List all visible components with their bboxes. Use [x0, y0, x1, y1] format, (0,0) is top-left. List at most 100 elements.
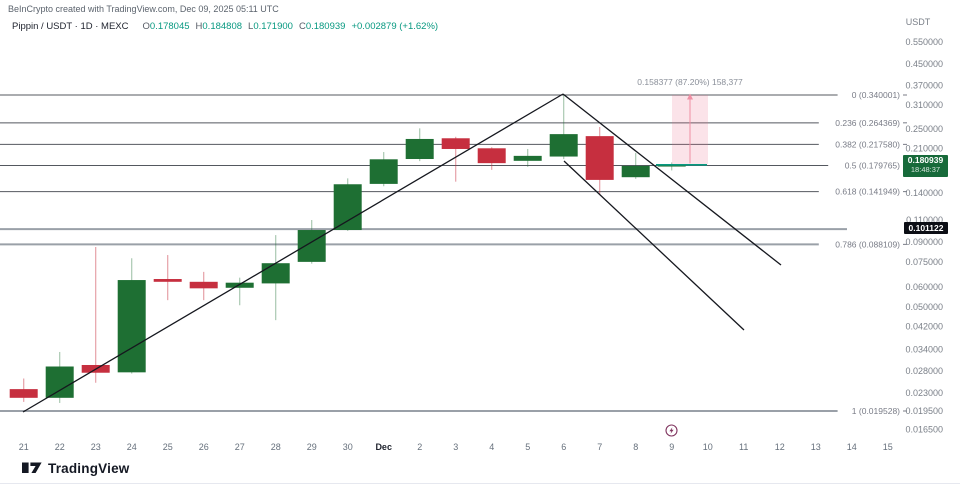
ohlc-value: 0.171900 — [253, 21, 293, 32]
time-tick-label: 5 — [525, 442, 530, 452]
price-tick-label: 0.016500 — [905, 425, 943, 435]
price-tick-label: 0.060000 — [905, 282, 943, 292]
candle-body — [405, 138, 434, 160]
change-readout: +0.002879 (+1.62%) — [351, 21, 439, 32]
candle-body — [153, 279, 182, 282]
price-tick-label: 0.034000 — [905, 345, 943, 355]
candle-body — [261, 263, 290, 284]
candles-series — [9, 95, 686, 403]
time-tick-label: 11 — [739, 442, 748, 452]
measure-arrow-head — [687, 93, 693, 100]
ascending-support[interactable] — [22, 93, 564, 413]
price-tick-label: 0.075000 — [905, 257, 943, 267]
fib-label-0.786: 0.786 (0.088109) — [835, 239, 900, 249]
fib-label-bg — [837, 89, 908, 101]
time-tick-label: 10 — [703, 442, 713, 452]
trend-lines[interactable] — [22, 93, 782, 413]
time-tick-label: 26 — [199, 442, 209, 452]
candle-body — [117, 280, 146, 373]
candle-body — [333, 184, 362, 231]
time-tick-label: 15 — [883, 442, 893, 452]
ohlc-value: 0.184808 — [202, 21, 243, 32]
time-tick-label: 30 — [343, 442, 353, 452]
tradingview-logo[interactable]: TradingView — [22, 460, 129, 476]
price-tick-label: 0.090000 — [905, 237, 943, 247]
candle-body — [225, 282, 254, 288]
time-tick-label: 21 — [19, 442, 29, 452]
candle-body — [9, 389, 38, 398]
candle-body — [45, 366, 74, 398]
price-tick-label: 0.019500 — [905, 406, 943, 416]
tradingview-logo-text: TradingView — [48, 460, 130, 476]
fib-label-bg — [828, 159, 908, 171]
price-tick-label: 0.050000 — [905, 302, 943, 312]
candle-body — [477, 148, 506, 164]
last-price-value: 0.180939 — [907, 155, 944, 165]
time-tick-label: 4 — [489, 442, 494, 452]
descending-resistance[interactable] — [562, 93, 782, 266]
price-tick-label: 0.450000 — [905, 59, 943, 69]
time-tick-label: 12 — [775, 442, 785, 452]
time-tick-label: 8 — [633, 442, 638, 452]
fib-label-1: 1 (0.019528) — [852, 406, 900, 416]
fib-label-0.618: 0.618 (0.141949) — [835, 187, 900, 197]
fib-label-bg — [818, 238, 908, 250]
lightning-icon — [669, 427, 674, 434]
fib-label-0.236: 0.236 (0.264369) — [835, 118, 900, 128]
bar-countdown: 18:48:37 — [910, 164, 941, 174]
candle-body — [189, 281, 218, 289]
footer-divider — [0, 483, 960, 484]
ohlc-key: C — [298, 21, 306, 32]
price-tick-label: 0.370000 — [905, 81, 943, 91]
price-axis-unit: USDT — [906, 17, 931, 27]
candle-body — [549, 134, 578, 157]
time-tick-label: 9 — [669, 442, 674, 452]
time-tick-label: 27 — [235, 442, 245, 452]
descending-support[interactable] — [563, 160, 745, 331]
ohlc-value: 0.178045 — [149, 21, 190, 32]
symbol-title[interactable]: Pippin / USDT · 1D · MEXC — [12, 21, 129, 32]
measure-label[interactable]: 0.158377 (87.20%) 158,377 — [637, 77, 743, 87]
time-tick-label: 22 — [55, 442, 65, 452]
time-tick-label: 7 — [597, 442, 602, 452]
time-tick-label: 24 — [127, 442, 137, 452]
time-tick-label: 6 — [561, 442, 566, 452]
candle-body — [621, 165, 650, 178]
price-tick-label: 0.550000 — [905, 37, 943, 47]
time-tick-label: 14 — [847, 442, 857, 452]
time-axis[interactable]: 21 22 23 24 25 26 27 28 29 30 Dec 2 3 4 5 6 7 8 9 10 11 12 13 1… — [19, 442, 893, 452]
price-tick-label: 0.042000 — [905, 321, 943, 331]
time-tick-label: 29 — [307, 442, 317, 452]
price-tick-label: 0.140000 — [905, 188, 943, 198]
time-tick-label: Dec — [375, 442, 392, 452]
price-tick-label: 0.210000 — [905, 143, 943, 153]
candle-body — [297, 230, 326, 262]
candle-body — [369, 159, 398, 184]
price-tick-label: 0.250000 — [905, 124, 943, 134]
time-tick-label: 3 — [453, 442, 458, 452]
price-tick-label: 0.110000 — [906, 215, 943, 225]
fib-label-0.382: 0.382 (0.217580) — [835, 139, 900, 149]
fib-label-0: 0 (0.340001) — [852, 90, 900, 100]
last-price-badge: 0.180939 18:48:37 — [903, 155, 948, 177]
price-tick-label: 0.310000 — [905, 100, 943, 110]
price-tick-label: 0.023000 — [905, 388, 943, 398]
ohlc-value: 0.180939 — [305, 21, 346, 32]
candle-body — [657, 164, 686, 167]
candle-body — [441, 138, 470, 149]
fib-label-bg — [818, 138, 908, 150]
time-tick-label: 28 — [271, 442, 281, 452]
ohlc-readout: O0.178045 H0.184808 L0.171900 C0.180939 — [137, 21, 346, 32]
attribution-text: BeInCrypto created with TradingView.com,… — [8, 4, 279, 14]
price-tick-label: 0.028000 — [905, 366, 943, 376]
fib-retracement[interactable] — [0, 94, 847, 412]
fib-label-0.5: 0.5 (0.179765) — [845, 160, 900, 170]
fib-label-bg — [837, 405, 908, 417]
time-tick-label: 2 — [417, 442, 422, 452]
event-marker[interactable] — [665, 424, 678, 437]
symbol-info-bar: Pippin / USDT · 1D · MEXC O0.178045 H0.184… — [12, 21, 438, 32]
fib-label-bg — [818, 117, 908, 129]
price-axis[interactable]: 0.550000 0.450000 0.370000 0.310000 0.250000… — [905, 37, 943, 435]
